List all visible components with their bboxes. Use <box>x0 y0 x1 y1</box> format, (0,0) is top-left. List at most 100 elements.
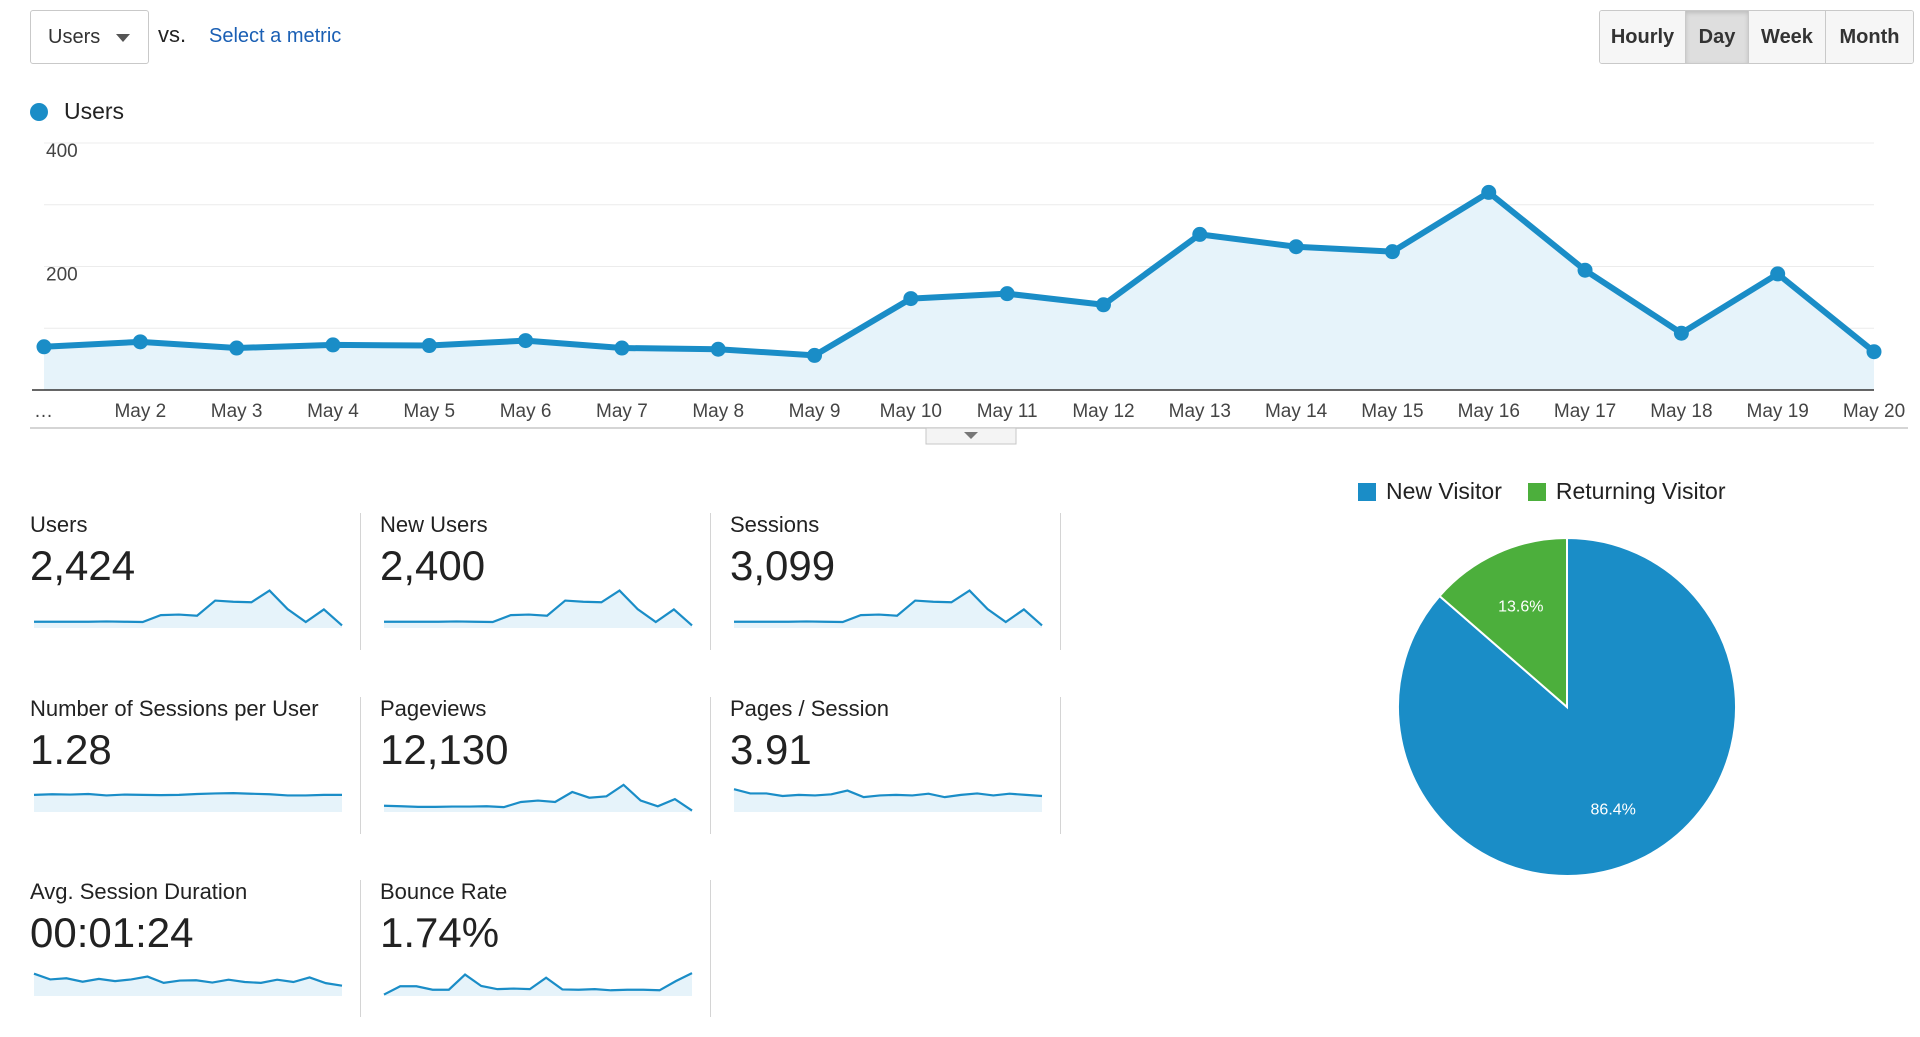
period-day-button[interactable]: Day <box>1686 11 1749 63</box>
chart-legend: Users <box>30 98 124 125</box>
metric-dropdown-label: Users <box>48 25 101 48</box>
pie-legend-new-visitor: New Visitor <box>1358 478 1502 505</box>
sparkline <box>733 788 1043 799</box>
metric-divider <box>710 880 711 1017</box>
x-tick-label: May 9 <box>789 401 841 422</box>
metric-label: Number of Sessions per User <box>30 696 319 721</box>
pie-legend-label: Returning Visitor <box>1555 478 1726 504</box>
x-tick-label: May 6 <box>500 401 552 422</box>
data-point <box>903 291 919 307</box>
sparkline-area <box>34 793 342 812</box>
x-tick-label: May 13 <box>1169 401 1231 422</box>
x-tick-label: May 7 <box>596 401 648 422</box>
x-tick-label: May 10 <box>880 401 942 422</box>
metric-value: 12,130 <box>380 726 509 773</box>
pie-legend-returning-visitor: Returning Visitor <box>1527 478 1726 505</box>
sparkline-area <box>384 784 692 812</box>
metric-dropdown[interactable]: Users <box>30 10 149 64</box>
pie-slice-new-visitor <box>1397 536 1737 877</box>
pie-slice-returning-visitor <box>1438 536 1568 710</box>
sparkline <box>33 972 343 987</box>
sparkline-area <box>384 590 692 628</box>
data-point <box>999 286 1015 302</box>
data-point <box>807 347 823 363</box>
metric-label: Pages / Session <box>730 696 889 721</box>
metric-sessions-per-user: Number of Sessions per User 1.28 <box>30 696 319 774</box>
chart-expand-tab[interactable] <box>925 427 1017 445</box>
pie-slice-label: 13.6% <box>1498 598 1543 615</box>
x-tick-label: May 4 <box>307 401 359 422</box>
metric-label: Bounce Rate <box>380 879 508 904</box>
sparkline-area <box>34 973 342 996</box>
series-line-users <box>43 189 1876 359</box>
metric-new-users: New Users 2,400 <box>380 512 488 590</box>
pie-legend: New Visitor Returning Visitor <box>1358 478 1752 505</box>
vs-label: vs. <box>158 22 187 47</box>
data-point <box>132 334 148 350</box>
x-tick-label: … <box>34 401 53 422</box>
legend-swatch-icon <box>1527 482 1546 501</box>
y-tick-label: 200 <box>46 265 78 286</box>
metric-value: 00:01:24 <box>30 909 194 956</box>
data-point <box>1288 239 1304 255</box>
sparkline-area <box>384 973 692 996</box>
x-tick-label: May 5 <box>403 401 455 422</box>
metric-label: New Users <box>380 512 488 537</box>
chevron-down-icon <box>964 432 978 439</box>
metric-label: Avg. Session Duration <box>30 879 248 904</box>
metric-pages-per-session: Pages / Session 3.91 <box>730 696 889 774</box>
metric-value: 2,424 <box>30 542 136 589</box>
x-tick-label: May 3 <box>211 401 263 422</box>
x-tick-label: May 20 <box>1843 401 1905 422</box>
data-point <box>36 339 52 355</box>
data-point <box>229 340 245 356</box>
metric-divider <box>710 513 711 650</box>
period-month-button[interactable]: Month <box>1826 11 1913 63</box>
x-tick-label: May 15 <box>1361 401 1423 422</box>
data-point <box>518 333 534 349</box>
x-tick-label: May 12 <box>1072 401 1134 422</box>
metric-value: 1.74% <box>380 909 500 956</box>
sparkline <box>383 972 693 996</box>
data-point <box>1095 297 1111 313</box>
sparkline-area <box>734 789 1042 812</box>
data-point <box>1577 262 1593 278</box>
data-point <box>1866 344 1882 360</box>
sparkline <box>734 589 1043 627</box>
data-point <box>1192 226 1208 242</box>
metric-divider <box>1060 513 1061 650</box>
data-point <box>710 341 726 357</box>
metric-users: Users 2,424 <box>30 512 135 590</box>
legend-swatch-icon <box>1358 482 1376 501</box>
metric-sessions: Sessions 3,099 <box>730 512 835 590</box>
x-tick-label: May 18 <box>1650 401 1712 422</box>
metric-avg-session-duration: Avg. Session Duration 00:01:24 <box>30 879 247 957</box>
sparkline <box>383 783 693 812</box>
metric-label: Users <box>30 512 88 537</box>
metric-divider <box>360 513 361 650</box>
select-metric-link[interactable]: Select a metric <box>209 25 342 47</box>
sparkline-area <box>734 590 1042 628</box>
pie-legend-label: New Visitor <box>1386 478 1502 504</box>
metric-value: 3,099 <box>730 542 836 589</box>
metric-pageviews: Pageviews 12,130 <box>380 696 508 774</box>
metric-divider <box>710 697 711 834</box>
metric-value: 3.91 <box>730 726 812 773</box>
period-week-button[interactable]: Week <box>1749 11 1826 63</box>
metric-label: Sessions <box>730 512 820 537</box>
data-point <box>421 338 437 354</box>
x-tick-label: May 16 <box>1458 401 1520 422</box>
users-line-chart: 200 400 … May 2 May 3 May 4 May 5 May 6 May 7 May… <box>30 141 1908 445</box>
period-selector: Hourly Day Week Month <box>1599 10 1914 64</box>
x-tick-label: May 17 <box>1554 401 1616 422</box>
x-tick-label: May 2 <box>114 401 166 422</box>
period-hourly-button[interactable]: Hourly <box>1600 11 1686 63</box>
metric-value: 1.28 <box>30 726 112 773</box>
legend-dot-icon <box>30 102 48 121</box>
sparkline <box>33 792 342 797</box>
metric-bounce-rate: Bounce Rate 1.74% <box>380 879 507 957</box>
data-point <box>1481 184 1497 200</box>
metric-divider <box>360 697 361 834</box>
x-tick-label: May 11 <box>977 401 1038 422</box>
data-point <box>1384 244 1400 260</box>
